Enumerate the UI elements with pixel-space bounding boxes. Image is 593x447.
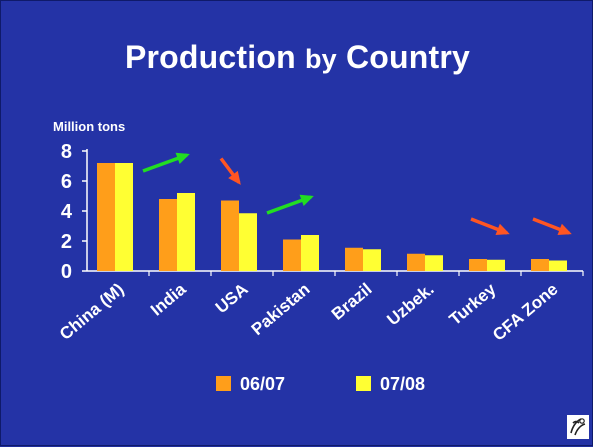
bar-06-07-5 [407,253,425,271]
legend-label-07-08: 07/08 [380,374,425,394]
bar-07-08-3 [301,235,319,271]
chart-title: Production by Country [1,39,593,76]
y-tick-label: 2 [61,231,72,253]
bar-07-08-2 [239,213,257,271]
trend-arrowhead [228,170,241,185]
cotton-boll-icon [567,415,589,439]
trend-arrowhead [299,194,314,207]
bar-07-08-0 [115,163,133,271]
x-tick-label: India [147,279,190,319]
trend-arrowhead [557,223,572,235]
bar-07-08-1 [177,193,195,271]
x-tick-label: USA [212,280,252,318]
bar-06-07-6 [469,259,487,271]
y-axis-label: Million tons [53,119,126,134]
trend-arrowhead [495,223,510,235]
x-tick-label: CFA Zone [489,280,562,345]
bar-06-07-0 [97,163,115,271]
bar-07-08-7 [549,260,567,271]
trend-arrowhead [175,152,190,165]
bar-07-08-5 [425,255,443,271]
x-tick-label: Turkey [446,279,500,329]
x-tick-label: Pakistan [248,280,314,340]
legend-swatch-07-08 [356,376,371,391]
y-tick-label: 0 [61,261,72,283]
y-tick-label: 4 [61,201,73,223]
bar-07-08-6 [487,259,505,271]
title-end: Country [345,39,471,75]
bar-06-07-1 [159,199,177,271]
title-by: by [304,44,337,74]
legend-swatch-06-07 [216,376,231,391]
bar-06-07-7 [531,259,549,271]
bar-06-07-4 [345,247,363,271]
bar-07-08-4 [363,249,381,271]
x-tick-label: Uzbek. [383,280,437,330]
y-tick-label: 8 [61,141,72,163]
legend-label-06-07: 06/07 [240,374,285,394]
bar-06-07-2 [221,200,239,271]
title-main: Production [124,39,296,75]
y-tick-label: 6 [61,171,72,193]
x-tick-label: Brazil [328,280,376,324]
x-tick-label: China (M) [56,280,128,344]
bar-06-07-3 [283,239,301,271]
